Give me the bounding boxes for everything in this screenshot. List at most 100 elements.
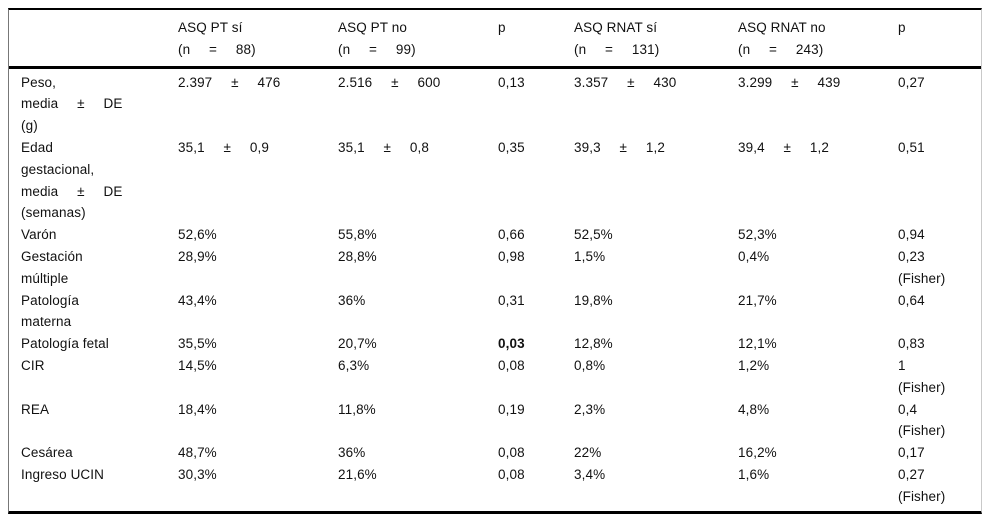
table-row-rea: REA 18,4% 11,8% 0,19 2,3% 4,8% 0,4 (Fisher)	[9, 399, 981, 443]
row-label-patologia-materna: Patología materna	[21, 290, 178, 334]
cell-line: 21,7%	[738, 292, 777, 308]
cell-varon-asq-pt-no: 55,8%	[338, 224, 498, 246]
header-cell-asq-rnat-si: ASQ RNAT sí (n = 131)	[574, 17, 738, 61]
cell-line: 36%	[338, 292, 366, 308]
cell-line: 0,66	[498, 227, 525, 243]
row-label-cesarea: Cesárea	[21, 442, 178, 464]
cell-edad-gestacional-asq-rnat-no: 39,4 ± 1,2	[738, 137, 898, 224]
cell-line: 2.516 ± 600	[338, 74, 441, 90]
cell-gestacion-multiple-p-rnat: 0,23 (Fisher)	[898, 246, 981, 290]
cell-line: 52,5%	[574, 227, 613, 243]
cell-cesarea-asq-pt-si: 48,7%	[178, 442, 338, 464]
header-cell-asq-pt-no: ASQ PT no (n = 99)	[338, 17, 498, 61]
cell-line: 35,1 ± 0,8	[338, 139, 429, 155]
cell-line: 0,83	[898, 336, 925, 352]
cell-line: 6,3%	[338, 357, 370, 373]
cell-line: Edad	[21, 139, 53, 155]
cell-line: CIR	[21, 357, 45, 373]
cell-cir-asq-pt-si: 14,5%	[178, 355, 338, 399]
cell-patologia-materna-asq-pt-no: 36%	[338, 290, 498, 334]
cell-line: 1	[898, 357, 906, 373]
cell-peso-p-rnat: 0,27	[898, 72, 981, 137]
cell-line: 35,1 ± 0,9	[178, 139, 269, 155]
cell-cesarea-asq-rnat-si: 22%	[574, 442, 738, 464]
table-row-ingreso-ucin: Ingreso UCIN 30,3% 21,6% 0,08 3,4% 1,6% 0,27 (F…	[9, 464, 981, 508]
cell-line: REA	[21, 401, 50, 417]
row-label-cir: CIR	[21, 355, 178, 399]
row-label-gestacion-multiple: Gestación múltiple	[21, 246, 178, 290]
cell-line: 0,98	[498, 248, 525, 264]
cell-line: 0,19	[498, 401, 525, 417]
cell-line: 0,94	[898, 227, 925, 243]
table-body: Peso, media ± DE (g) 2.397 ± 476 2.516 ± 600…	[9, 69, 981, 511]
cell-rea-asq-pt-no: 11,8%	[338, 399, 498, 443]
cell-line: 14,5%	[178, 357, 217, 373]
statistics-table: ASQ PT sí (n = 88) ASQ PT no (n = 99) p ASQ R…	[8, 8, 982, 514]
cell-line: ASQ RNAT sí	[574, 20, 658, 35]
row-label-peso: Peso, media ± DE (g)	[21, 72, 178, 137]
row-label-varon: Varón	[21, 224, 178, 246]
cell-line: 39,4 ± 1,2	[738, 139, 829, 155]
cell-edad-gestacional-asq-rnat-si: 39,3 ± 1,2	[574, 137, 738, 224]
cell-line: 48,7%	[178, 445, 217, 461]
cell-line: Gestación	[21, 248, 83, 264]
cell-peso-p-pt: 0,13	[498, 72, 574, 137]
header-cell-p-pt: p	[498, 17, 574, 61]
cell-line: 0,4	[898, 401, 918, 417]
cell-varon-asq-pt-si: 52,6%	[178, 224, 338, 246]
table-row-edad-gestacional: Edad gestacional, media ± DE (semanas) 35,1 …	[9, 137, 981, 224]
header-cell-asq-pt-si: ASQ PT sí (n = 88)	[178, 17, 338, 61]
cell-patologia-fetal-asq-pt-no: 20,7%	[338, 333, 498, 355]
cell-line: 12,1%	[738, 336, 777, 352]
cell-cir-asq-rnat-si: 0,8%	[574, 355, 738, 399]
cell-line: 0,27	[898, 466, 925, 482]
cell-line: (n = 131)	[574, 41, 660, 57]
table-row-gestacion-multiple: Gestación múltiple 28,9% 28,8% 0,98 1,5% 0,4% 0…	[9, 246, 981, 290]
cell-line: Patología	[21, 292, 79, 308]
cell-peso-asq-pt-no: 2.516 ± 600	[338, 72, 498, 137]
cell-peso-asq-rnat-si: 3.357 ± 430	[574, 72, 738, 137]
cell-line: 20,7%	[338, 336, 377, 352]
cell-patologia-fetal-asq-rnat-no: 12,1%	[738, 333, 898, 355]
cell-line: Cesárea	[21, 445, 73, 461]
table-row-patologia-materna: Patología materna 43,4% 36% 0,31 19,8% 21,7% 0,…	[9, 290, 981, 334]
cell-rea-asq-pt-si: 18,4%	[178, 399, 338, 443]
cell-line: p	[898, 20, 906, 35]
table-header-row: ASQ PT sí (n = 88) ASQ PT no (n = 99) p ASQ R…	[9, 10, 981, 69]
cell-gestacion-multiple-asq-pt-si: 28,9%	[178, 246, 338, 290]
cell-line: 2.397 ± 476	[178, 74, 281, 90]
cell-peso-asq-rnat-no: 3.299 ± 439	[738, 72, 898, 137]
cell-line: 0,08	[498, 466, 525, 482]
cell-line: Varón	[21, 227, 57, 243]
cell-line: 0,64	[898, 292, 925, 308]
cell-line: 39,3 ± 1,2	[574, 139, 665, 155]
cell-rea-p-pt: 0,19	[498, 399, 574, 443]
table-row-cesarea: Cesárea 48,7% 36% 0,08 22% 16,2% 0,17	[9, 442, 981, 464]
cell-line: 52,6%	[178, 227, 217, 243]
cell-line: 21,6%	[338, 466, 377, 482]
cell-rea-asq-rnat-no: 4,8%	[738, 399, 898, 443]
cell-patologia-materna-p-rnat: 0,64	[898, 290, 981, 334]
cell-patologia-fetal-asq-pt-si: 35,5%	[178, 333, 338, 355]
cell-ingreso-ucin-asq-pt-si: 30,3%	[178, 464, 338, 508]
cell-varon-p-rnat: 0,94	[898, 224, 981, 246]
cell-line: materna	[21, 314, 72, 330]
cell-line: p	[498, 20, 506, 35]
cell-line: Ingreso UCIN	[21, 466, 104, 482]
cell-line: 2,3%	[574, 401, 606, 417]
cell-cesarea-p-pt: 0,08	[498, 442, 574, 464]
header-cell-rowlabel	[21, 17, 178, 61]
cell-line: 12,8%	[574, 336, 613, 352]
cell-line: 0,31	[498, 292, 525, 308]
cell-line: 30,3%	[178, 466, 217, 482]
cell-edad-gestacional-p-pt: 0,35	[498, 137, 574, 224]
cell-line: (Fisher)	[898, 423, 946, 439]
cell-line: 36%	[338, 445, 366, 461]
cell-ingreso-ucin-p-pt: 0,08	[498, 464, 574, 508]
cell-line: 4,8%	[738, 401, 770, 417]
cell-line: (n = 88)	[178, 41, 256, 57]
cell-cesarea-asq-pt-no: 36%	[338, 442, 498, 464]
cell-line: 43,4%	[178, 292, 217, 308]
cell-line: 0,23	[898, 248, 925, 264]
table-row-peso: Peso, media ± DE (g) 2.397 ± 476 2.516 ± 600…	[9, 72, 981, 137]
